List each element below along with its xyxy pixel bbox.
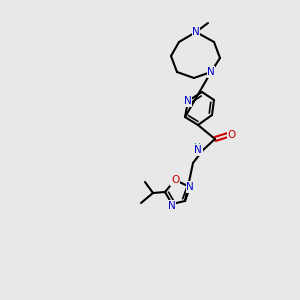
Text: N: N <box>186 182 194 192</box>
Text: N: N <box>168 201 176 211</box>
Text: O: O <box>228 130 236 140</box>
Text: O: O <box>171 175 179 185</box>
Text: N: N <box>184 96 192 106</box>
Text: N: N <box>194 145 202 155</box>
Text: N: N <box>192 27 200 37</box>
Text: N: N <box>207 67 215 77</box>
Text: H: H <box>193 143 200 152</box>
